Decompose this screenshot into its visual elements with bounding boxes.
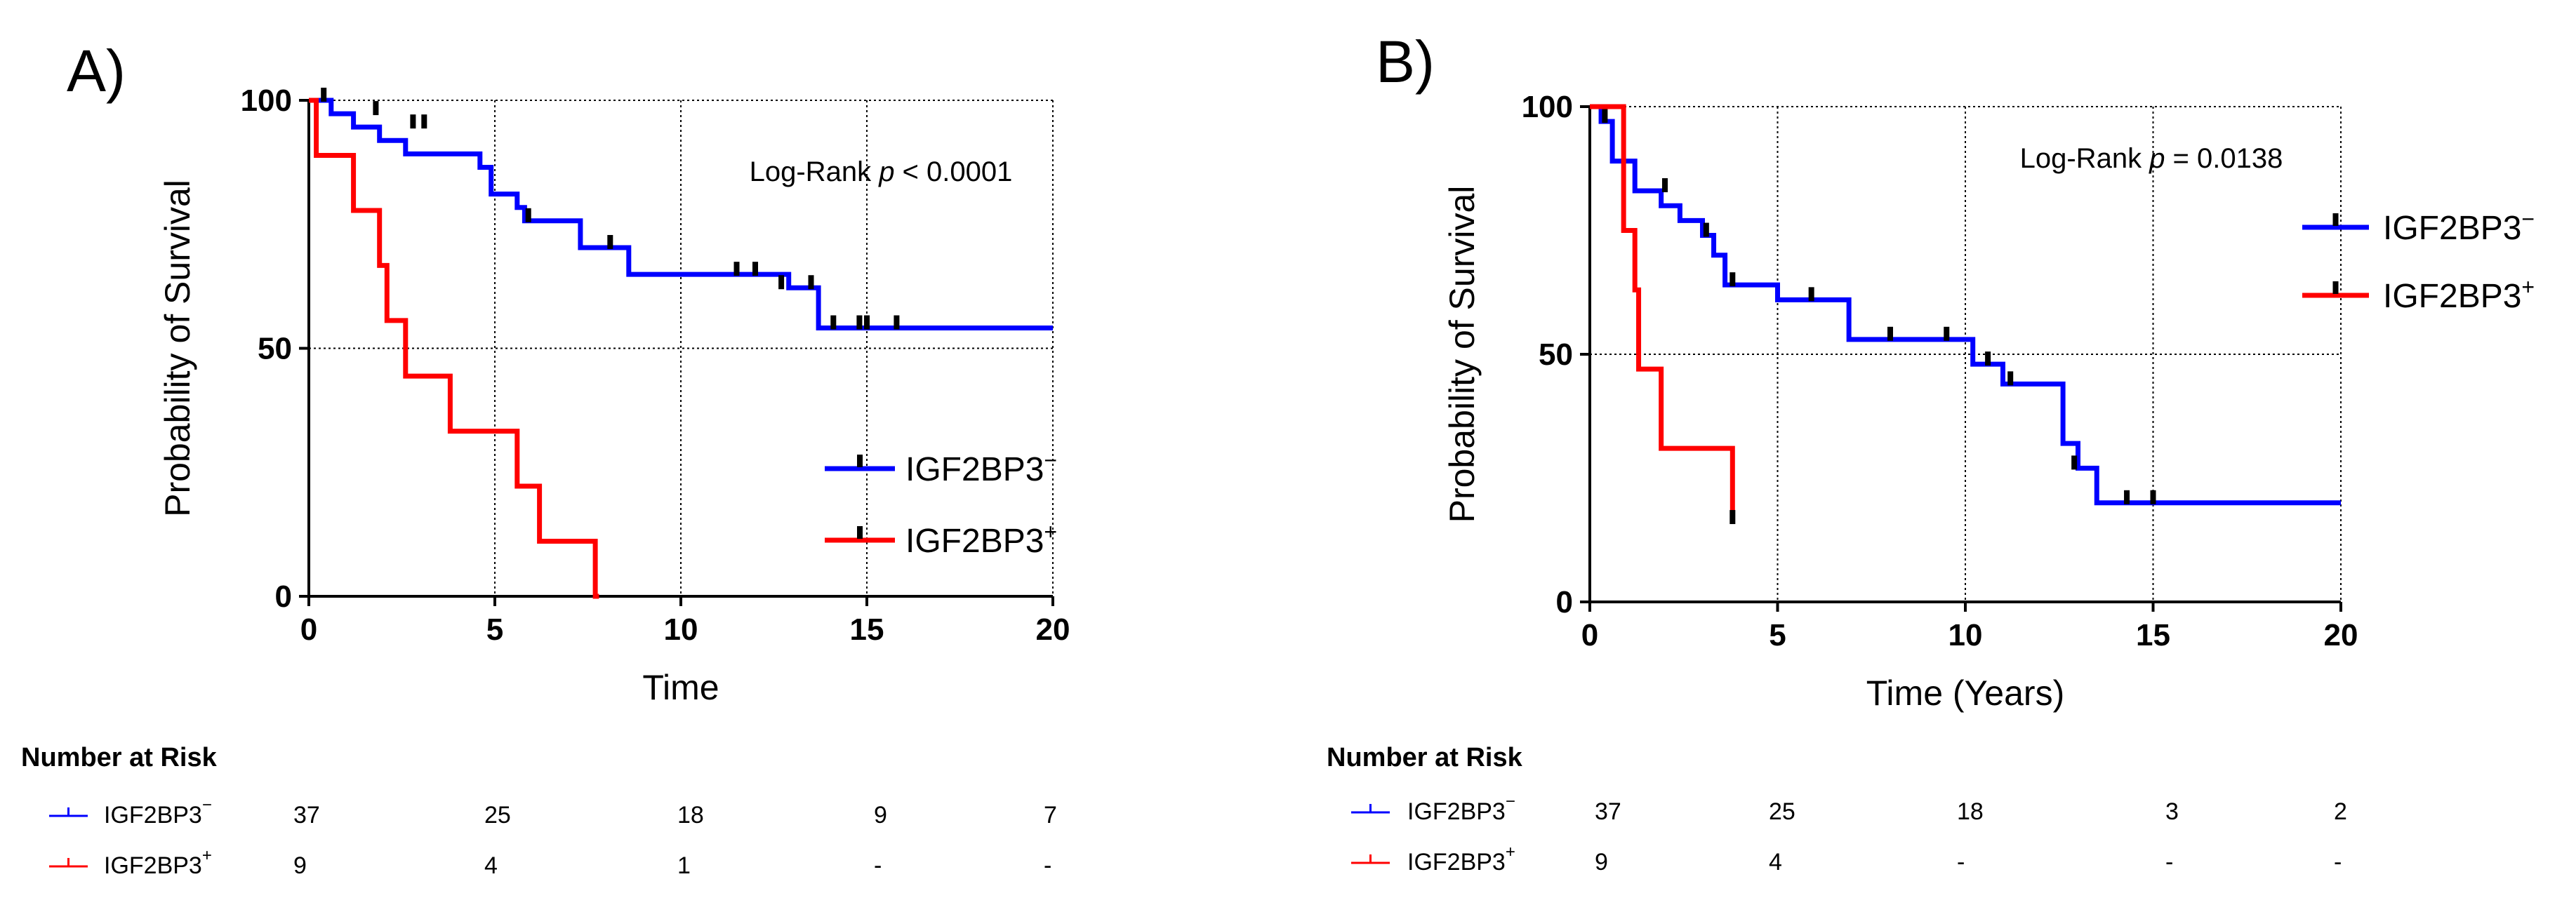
censor-mark <box>321 88 327 102</box>
x-tick-label: 0 <box>300 612 317 647</box>
x-axis-title: Time <box>642 668 719 707</box>
risk-value: - <box>2165 849 2173 876</box>
risk-value: 37 <box>293 802 320 829</box>
y-axis-title: Probability of Survival <box>158 180 197 517</box>
risk-table-b: Number at Risk IGF2BP3− 37 25 18 3 2 IGF2BP3+ 9 4… <box>1327 743 2347 876</box>
y-tick-label: 100 <box>241 83 292 118</box>
risk-table-title: Number at Risk <box>1327 743 1523 772</box>
censor-mark <box>1662 178 1668 193</box>
risk-value: 7 <box>1044 802 1057 829</box>
risk-row-label: IGF2BP3+ <box>1407 843 1515 876</box>
y-axis-title: Probability of Survival <box>1442 186 1482 523</box>
censor-mark <box>525 208 531 222</box>
risk-value: 4 <box>484 852 498 879</box>
risk-value: 25 <box>1769 798 1795 825</box>
legend-swatch-tick <box>857 526 863 539</box>
censor-mark <box>421 114 427 129</box>
panel-label: A) <box>67 38 126 104</box>
censor-mark <box>808 275 814 290</box>
censor-mark <box>607 234 613 249</box>
log-rank-annotation: Log-Rank p = 0.0138 <box>2020 143 2283 174</box>
x-tick-label: 15 <box>850 612 884 647</box>
x-tick-label: 15 <box>2136 618 2170 652</box>
legend-swatch-tick <box>2332 213 2339 226</box>
censor-mark <box>2071 455 2078 470</box>
risk-table-title: Number at Risk <box>21 743 218 772</box>
chart-panel-a: A) 0 5 10 15 20 0 50 100 Time Probability of Survi… <box>67 38 1070 707</box>
risk-row-label: IGF2BP3+ <box>104 846 212 879</box>
panel-label: B) <box>1376 29 1435 95</box>
censor-mark <box>1808 287 1814 302</box>
x-tick-label: 10 <box>1948 618 1983 652</box>
chart-panel-b: B) 0 5 10 15 20 0 50 100 Time (Years) Probability … <box>1376 29 2535 713</box>
risk-value: 4 <box>1769 849 1782 876</box>
censor-mark <box>1729 510 1736 525</box>
y-tick-label: 0 <box>275 579 292 614</box>
censor-mark <box>2150 490 2156 504</box>
x-tick-label: 10 <box>664 612 698 647</box>
legend-label: IGF2BP3− <box>905 448 1057 488</box>
legend-label: IGF2BP3+ <box>2383 274 2535 315</box>
x-tick-label: 0 <box>1581 618 1598 652</box>
legend-label: IGF2BP3− <box>2383 206 2535 247</box>
risk-value: - <box>1957 849 1965 876</box>
x-tick-label: 20 <box>2324 618 2358 652</box>
censor-mark <box>1703 222 1709 237</box>
risk-value: - <box>874 852 882 879</box>
censor-mark <box>752 262 758 276</box>
risk-value: - <box>2334 849 2342 876</box>
y-tick-label: 50 <box>1539 337 1573 372</box>
censor-mark <box>1729 272 1736 287</box>
risk-value: 18 <box>677 802 704 829</box>
risk-value: - <box>1044 852 1051 879</box>
legend-label: IGF2BP3+ <box>905 519 1057 560</box>
risk-value: 37 <box>1595 798 1621 825</box>
x-tick-label: 5 <box>486 612 503 647</box>
censor-mark <box>1602 109 1608 123</box>
series-line-igf2bp3-positive <box>309 98 599 599</box>
x-tick-label: 20 <box>1036 612 1070 647</box>
censor-mark <box>856 315 863 330</box>
series-line-igf2bp3-positive <box>1590 104 1735 523</box>
risk-value: 18 <box>1957 798 1984 825</box>
censor-mark <box>2124 490 2130 504</box>
censor-mark <box>373 101 379 116</box>
risk-value: 2 <box>2334 798 2347 825</box>
risk-row-label: IGF2BP3− <box>104 796 212 829</box>
censor-mark <box>2007 371 2014 386</box>
x-tick-label: 5 <box>1769 618 1786 652</box>
censor-mark <box>864 315 870 330</box>
censor-mark <box>1887 326 1893 341</box>
censor-mark <box>1985 351 1991 366</box>
risk-value: 9 <box>874 802 887 829</box>
risk-table-a: Number at Risk IGF2BP3− 37 25 18 9 7 IGF2BP3+ 9 4… <box>21 743 1057 879</box>
censor-mark <box>778 275 785 290</box>
censor-mark <box>733 262 740 276</box>
risk-value: 25 <box>484 802 511 829</box>
legend-swatch-tick <box>857 455 863 467</box>
y-tick-label: 0 <box>1556 585 1573 619</box>
censor-mark <box>830 315 837 330</box>
series-line-igf2bp3-negative <box>1590 104 2341 506</box>
risk-row-label: IGF2BP3− <box>1407 792 1515 825</box>
censor-mark <box>1944 326 1950 341</box>
risk-value: 9 <box>1595 849 1608 876</box>
series-line-igf2bp3-negative <box>309 98 1053 331</box>
censor-mark <box>410 114 416 129</box>
y-tick-label: 50 <box>258 332 292 366</box>
log-rank-annotation: Log-Rank p < 0.0001 <box>750 156 1013 187</box>
y-tick-label: 100 <box>1522 90 1573 124</box>
x-axis-title: Time (Years) <box>1866 673 2064 713</box>
censor-mark <box>894 315 900 330</box>
risk-value: 9 <box>293 852 307 879</box>
risk-value: 3 <box>2165 798 2179 825</box>
risk-value: 1 <box>677 852 691 879</box>
legend-swatch-tick <box>2332 281 2339 294</box>
